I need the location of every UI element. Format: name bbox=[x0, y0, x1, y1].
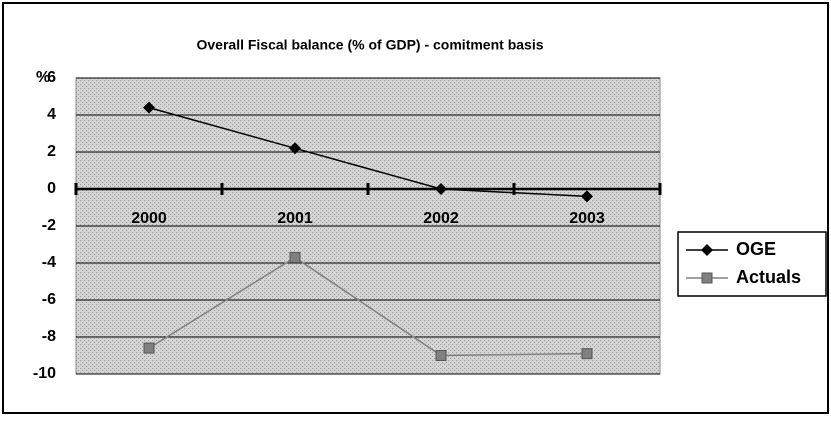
y-tick-label: 0 bbox=[47, 180, 56, 197]
x-tick-label: 2001 bbox=[277, 210, 313, 227]
series-line bbox=[148, 256, 588, 357]
y-tick-label: 6 bbox=[47, 69, 56, 86]
y-tick-label: -4 bbox=[42, 254, 56, 271]
x-tick-label: 2003 bbox=[569, 210, 605, 227]
data-point bbox=[435, 350, 447, 361]
chart-title: Overall Fiscal balance (% of GDP) - comi… bbox=[197, 37, 544, 53]
data-point bbox=[581, 190, 593, 203]
data-point bbox=[289, 251, 301, 263]
data-point bbox=[143, 101, 155, 114]
data-point bbox=[143, 342, 155, 354]
y-tick-label: -6 bbox=[42, 291, 56, 308]
y-tick-label: -10 bbox=[33, 365, 56, 382]
y-axis-label: % bbox=[36, 69, 50, 86]
legend-marker bbox=[701, 272, 713, 284]
data-point bbox=[289, 142, 301, 155]
series-line bbox=[148, 106, 588, 198]
legend bbox=[677, 231, 827, 297]
legend-label: OGE bbox=[736, 239, 776, 259]
x-tick-label: 2002 bbox=[423, 210, 459, 227]
data-point bbox=[435, 183, 447, 195]
data-point bbox=[581, 348, 593, 360]
legend-marker bbox=[701, 244, 713, 256]
y-tick-label: -8 bbox=[42, 328, 56, 345]
legend-label: Actuals bbox=[736, 267, 801, 287]
y-tick-label: 4 bbox=[47, 106, 56, 123]
x-tick-label: 2000 bbox=[131, 210, 167, 227]
y-tick-label: 2 bbox=[47, 143, 56, 160]
y-tick-label: -2 bbox=[42, 217, 56, 234]
